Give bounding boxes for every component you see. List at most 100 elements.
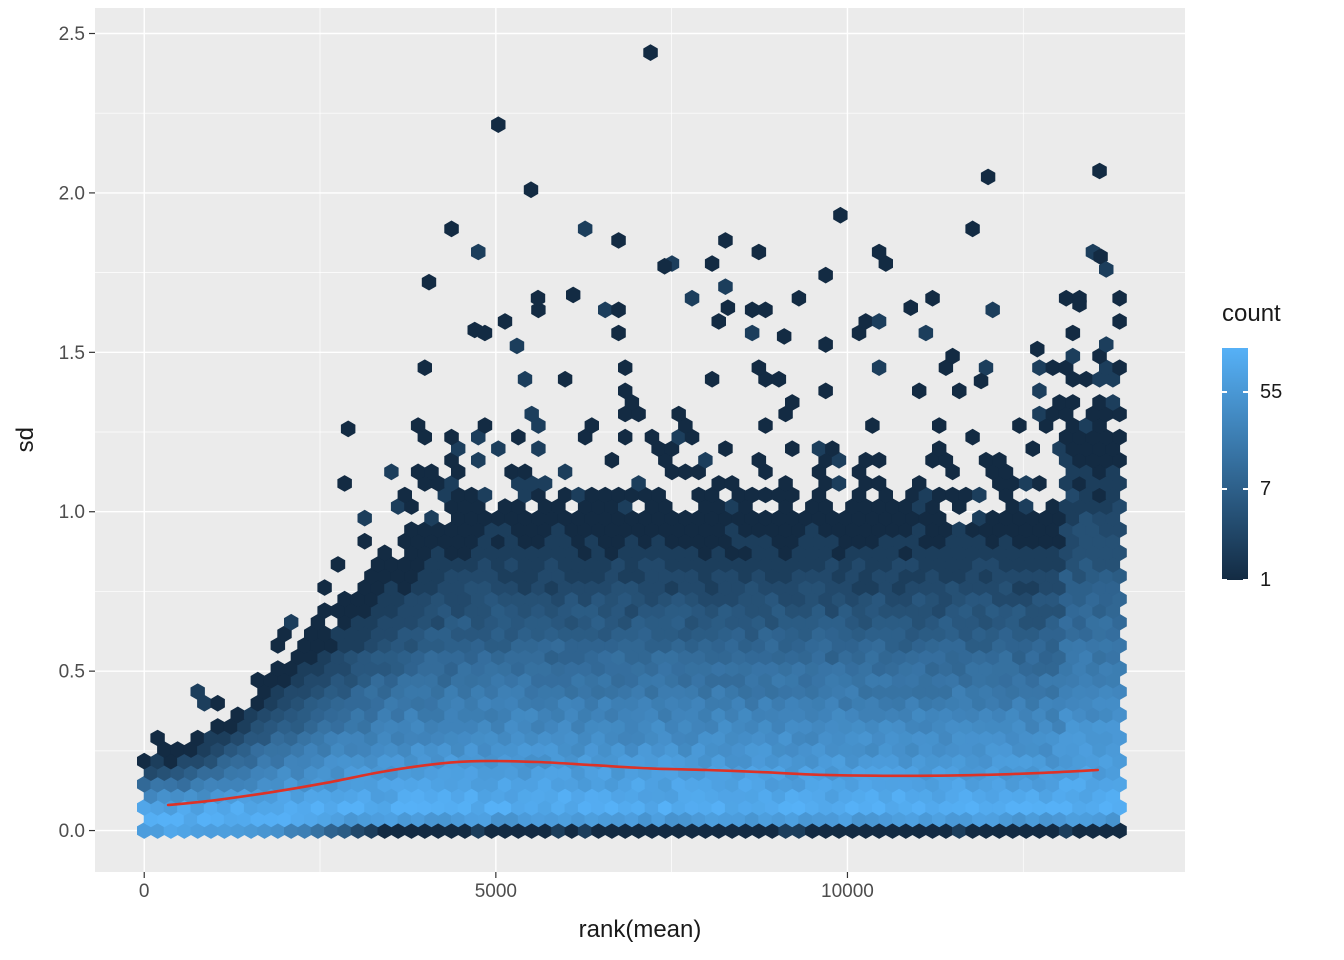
hex-bin	[912, 799, 927, 816]
hex-bin	[1112, 498, 1127, 515]
hex-bin	[724, 475, 740, 492]
hex-bin	[531, 417, 546, 434]
hex-bin	[1099, 613, 1114, 631]
hex-bin	[1032, 729, 1047, 747]
hex-bin	[664, 579, 680, 596]
hex-bin	[170, 764, 185, 781]
hex-bin	[1092, 602, 1107, 619]
hex-bin	[544, 509, 559, 527]
hex-bin	[765, 521, 780, 538]
hex-bin	[778, 590, 793, 608]
hex-bin	[618, 590, 633, 608]
hex-bin	[978, 521, 994, 538]
hex-bin	[304, 648, 319, 666]
hex-bin	[845, 637, 860, 654]
hex-bin	[370, 602, 386, 619]
hex-bin	[551, 590, 566, 608]
hex-bin	[604, 544, 620, 562]
hex-bin	[1105, 671, 1121, 689]
hex-bin	[410, 556, 426, 573]
hex-bin	[1045, 683, 1060, 700]
hex-bin	[477, 671, 493, 689]
hex-bin	[598, 486, 613, 504]
hex-bin	[638, 532, 653, 550]
hex-bin	[925, 822, 940, 839]
hex-bin	[297, 752, 312, 770]
hex-bin	[912, 498, 927, 515]
hex-bin	[871, 359, 887, 376]
hex-bin	[250, 810, 265, 828]
hex-bin	[557, 463, 573, 481]
hex-bin	[1012, 417, 1027, 434]
hex-bin	[651, 602, 666, 619]
hex-bin	[1065, 394, 1081, 411]
hex-bin	[1079, 741, 1094, 758]
hex-bin	[504, 556, 519, 573]
hex-bin	[952, 613, 967, 631]
hex-bin	[611, 741, 626, 758]
hex-bin	[1065, 810, 1081, 828]
hex-bin	[557, 648, 573, 666]
hex-bin	[497, 521, 513, 538]
hex-bin	[758, 370, 773, 388]
hex-bin	[918, 532, 934, 550]
hex-bin	[858, 567, 873, 585]
hex-bin	[417, 706, 432, 724]
hex-bin	[698, 590, 713, 608]
hex-bin	[1018, 660, 1034, 677]
hex-bin	[1018, 567, 1034, 585]
hex-bin	[611, 579, 626, 596]
hex-bin	[925, 799, 940, 816]
hex-bin	[731, 694, 746, 712]
hex-bin	[885, 706, 900, 724]
hex-bin	[865, 509, 880, 527]
hex-bin	[858, 544, 873, 562]
hex-bin	[491, 741, 506, 758]
hex-bin	[437, 532, 453, 550]
hex-bin	[284, 822, 299, 839]
hex-bin	[524, 567, 539, 585]
hex-bin	[444, 428, 459, 446]
hex-bin	[885, 544, 900, 562]
hex-bin	[885, 567, 900, 585]
hex-bin	[404, 590, 419, 608]
hex-bin	[785, 694, 800, 712]
hex-bin	[878, 648, 893, 666]
hex-bin	[885, 521, 900, 538]
hex-bin	[410, 532, 426, 550]
hex-bin	[758, 417, 773, 434]
hex-bin	[471, 498, 486, 515]
hex-bin	[704, 486, 720, 504]
hex-bin	[471, 567, 486, 585]
hex-bin	[1052, 787, 1067, 805]
hex-bin	[798, 810, 813, 828]
hex-bin	[431, 775, 446, 793]
hex-bin	[671, 544, 686, 562]
hex-bin	[885, 775, 900, 793]
hex-bin	[758, 741, 773, 758]
hex-bin	[471, 660, 486, 677]
hex-bin	[1058, 289, 1074, 307]
hex-bin	[557, 787, 573, 805]
hex-bin	[644, 752, 660, 770]
hex-bin	[624, 486, 640, 504]
hex-bin	[344, 648, 359, 666]
hex-bin	[664, 741, 680, 758]
hex-bin	[1072, 613, 1087, 631]
hex-bin	[497, 637, 513, 654]
hex-bin	[1072, 521, 1087, 538]
hex-bin	[825, 810, 840, 828]
hex-bin	[410, 648, 426, 666]
hex-bin	[451, 463, 466, 481]
hex-bin	[811, 556, 827, 573]
hex-bin	[865, 602, 880, 619]
hex-bin	[417, 660, 432, 677]
hex-bin	[1085, 752, 1101, 770]
hex-bin	[517, 486, 533, 504]
hex-bin	[891, 579, 907, 596]
hex-bin	[818, 660, 833, 677]
hex-bin	[704, 694, 720, 712]
hex-bin	[330, 764, 346, 781]
hex-bin	[718, 787, 733, 805]
hex-bin	[691, 625, 706, 643]
